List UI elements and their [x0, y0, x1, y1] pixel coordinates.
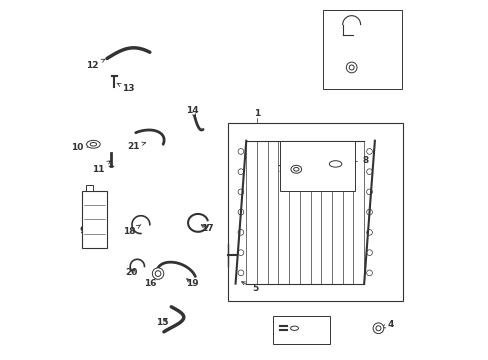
- Ellipse shape: [348, 65, 353, 70]
- Text: 6: 6: [283, 333, 289, 342]
- Ellipse shape: [328, 161, 341, 167]
- Text: 4: 4: [381, 320, 393, 329]
- Bar: [280, 141, 354, 191]
- Ellipse shape: [372, 323, 383, 334]
- Ellipse shape: [346, 62, 356, 73]
- Ellipse shape: [375, 326, 380, 331]
- Text: 21: 21: [127, 141, 145, 150]
- Ellipse shape: [152, 268, 163, 279]
- Bar: [323, 10, 401, 89]
- Ellipse shape: [293, 167, 298, 171]
- Text: 3: 3: [329, 61, 344, 70]
- Text: 5: 5: [241, 282, 258, 293]
- Text: 16: 16: [143, 274, 157, 288]
- Text: 12: 12: [86, 59, 104, 70]
- Text: 13: 13: [117, 83, 134, 93]
- Text: 17: 17: [200, 224, 213, 233]
- Text: 14: 14: [186, 106, 199, 118]
- Text: 10: 10: [71, 143, 90, 152]
- Ellipse shape: [155, 271, 161, 276]
- Ellipse shape: [90, 143, 97, 146]
- Text: 18: 18: [123, 225, 141, 236]
- Text: 8: 8: [337, 156, 368, 165]
- Text: 19: 19: [186, 279, 199, 288]
- Bar: [272, 316, 329, 344]
- Ellipse shape: [290, 165, 301, 173]
- Ellipse shape: [290, 326, 298, 330]
- Bar: [228, 123, 403, 301]
- Text: 7: 7: [277, 165, 289, 174]
- Text: 2: 2: [325, 43, 332, 52]
- Text: 15: 15: [156, 318, 168, 327]
- Bar: [82, 191, 107, 248]
- Text: 9: 9: [80, 222, 92, 234]
- Bar: [85, 185, 93, 191]
- Text: 20: 20: [125, 268, 137, 277]
- Ellipse shape: [86, 140, 100, 148]
- Text: 1: 1: [253, 109, 260, 118]
- Text: 11: 11: [92, 161, 110, 174]
